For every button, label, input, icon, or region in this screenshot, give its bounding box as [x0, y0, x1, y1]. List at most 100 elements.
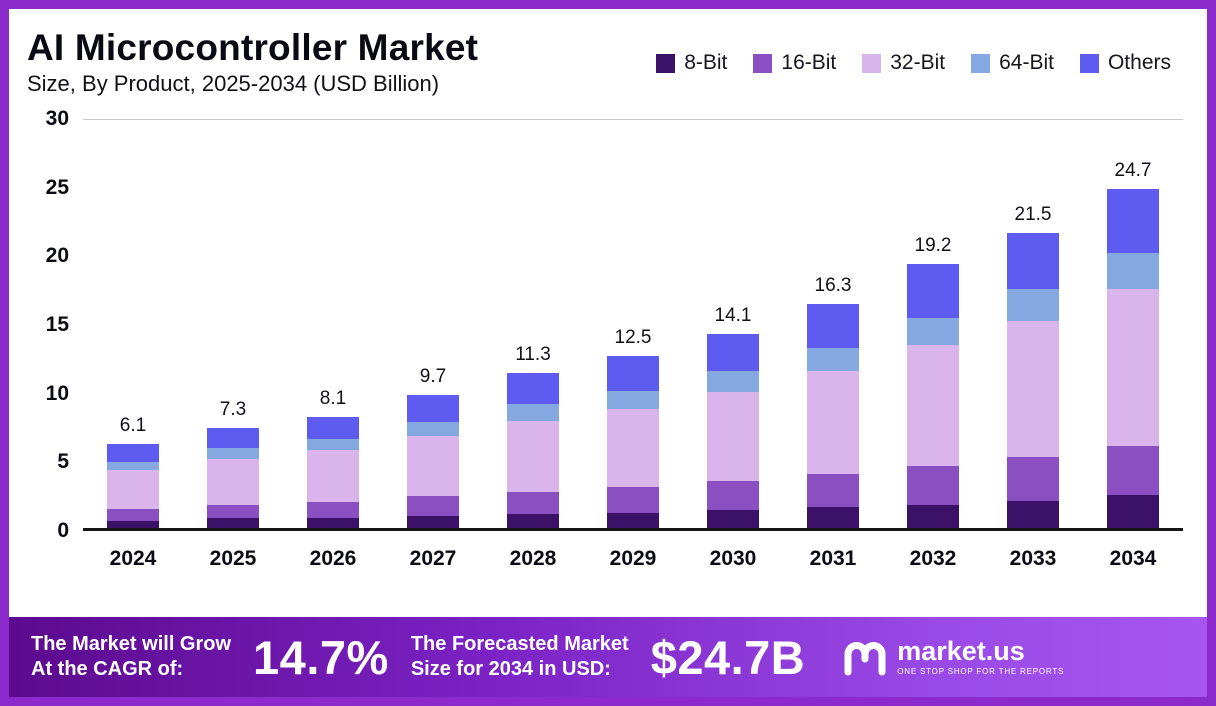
- bar-segment-8-bit-2028: [507, 514, 559, 528]
- y-tick-0: 0: [57, 519, 69, 542]
- bar-stack-2028: [507, 372, 559, 528]
- bar-segment-32-bit-2033: [1007, 320, 1059, 457]
- x-axis: 2024 2025 2026 2027 2028 2029 2030 2031 2032 2033…: [83, 547, 1183, 571]
- x-label-2034: 2034: [1109, 547, 1157, 570]
- bar-segment-8-bit-2033: [1007, 500, 1059, 528]
- brand-tagline: ONE STOP SHOP FOR THE REPORTS: [897, 667, 1065, 677]
- bar-segment-64-bit-2027: [407, 422, 459, 436]
- bar-segment-32-bit-2026: [307, 449, 359, 502]
- legend-label: 64-Bit: [999, 51, 1054, 74]
- bar-segment-16-bit-2033: [1007, 456, 1059, 501]
- bar-stack-2033: [1007, 232, 1059, 528]
- bar-total-label-2024: 6.1: [119, 415, 147, 437]
- market-us-logo-icon: [844, 642, 886, 676]
- bar-column-2029: 12.5: [583, 120, 683, 528]
- y-tick-20: 20: [45, 244, 69, 268]
- x-label-2029: 2029: [609, 547, 657, 570]
- bar-segment-others-2027: [407, 394, 459, 423]
- legend-item-16-bit: 16-Bit: [753, 51, 836, 75]
- bar-total-label-2033: 21.5: [1014, 203, 1052, 225]
- legend-item-32-bit: 32-Bit: [862, 51, 945, 75]
- bar-segment-8-bit-2032: [907, 504, 959, 528]
- y-tick-5: 5: [57, 450, 69, 474]
- brand-name: market.us: [897, 636, 1025, 667]
- x-label-2033: 2033: [1009, 547, 1057, 570]
- bar-segment-16-bit-2025: [207, 504, 259, 519]
- bar-segment-32-bit-2031: [807, 371, 859, 475]
- bar-segment-others-2025: [207, 427, 259, 449]
- bar-segment-64-bit-2028: [507, 404, 559, 421]
- legend-swatch-16-bit: [753, 53, 773, 73]
- bar-segment-16-bit-2024: [107, 508, 159, 522]
- cagr-label-line2: At the CAGR of:: [31, 658, 184, 680]
- bar-column-2028: 11.3: [483, 120, 583, 528]
- bar-column-2024: 6.1: [83, 120, 183, 528]
- bar-segment-64-bit-2025: [207, 448, 259, 460]
- bar-segment-others-2028: [507, 372, 559, 405]
- bar-segment-64-bit-2032: [907, 317, 959, 346]
- bar-column-2027: 9.7: [383, 120, 483, 528]
- legend-item-8-bit: 8-Bit: [656, 51, 727, 75]
- bar-segment-8-bit-2034: [1107, 495, 1159, 528]
- market-us-brand: market.us ONE STOP SHOP FOR THE REPORTS: [841, 637, 1064, 677]
- chart-header: AI Microcontroller Market Size, By Produ…: [19, 21, 1183, 97]
- bar-stack-2034: [1107, 188, 1159, 528]
- cagr-label: The Market will Grow At the CAGR of:: [31, 632, 231, 682]
- bar-segment-8-bit-2031: [807, 507, 859, 528]
- bar-segment-32-bit-2024: [107, 470, 159, 509]
- bar-stack-2025: [207, 427, 259, 528]
- bar-stack-2026: [307, 416, 359, 528]
- title-block: AI Microcontroller Market Size, By Produ…: [27, 21, 478, 97]
- bar-segment-8-bit-2024: [107, 521, 159, 528]
- legend-swatch-others: [1079, 53, 1099, 73]
- plot-area: 6.1 7.3 8.1 9.7 11.3 12.5 14.1 16.3 19.2 21.5 24.7: [83, 119, 1183, 531]
- bar-segment-others-2024: [107, 444, 159, 463]
- bar-column-2031: 16.3: [783, 120, 883, 528]
- bar-segment-32-bit-2030: [707, 392, 759, 482]
- bar-segment-32-bit-2032: [907, 345, 959, 467]
- bar-segment-32-bit-2028: [507, 420, 559, 493]
- legend: 8-Bit 16-Bit 32-Bit 64-Bit Others: [656, 51, 1171, 75]
- bar-stack-2024: [107, 444, 159, 528]
- bar-segment-others-2032: [907, 264, 959, 318]
- bottom-banner: The Market will Grow At the CAGR of: 14.…: [9, 617, 1207, 697]
- x-label-2027: 2027: [409, 547, 457, 570]
- page-title: AI Microcontroller Market: [27, 27, 479, 68]
- bar-segment-64-bit-2024: [107, 462, 159, 471]
- legend-swatch-32-bit: [862, 53, 882, 73]
- bar-segment-others-2030: [707, 334, 759, 372]
- y-tick-30: 30: [45, 107, 69, 130]
- bar-segment-32-bit-2034: [1107, 289, 1159, 446]
- bar-total-label-2032: 19.2: [914, 235, 952, 257]
- legend-swatch-8-bit: [656, 53, 676, 73]
- bar-segment-16-bit-2034: [1107, 445, 1159, 496]
- bar-total-label-2028: 11.3: [515, 343, 551, 365]
- bar-segment-8-bit-2027: [407, 515, 459, 528]
- bar-segment-16-bit-2027: [407, 496, 459, 516]
- bar-segment-64-bit-2030: [707, 371, 759, 393]
- bar-segment-8-bit-2025: [207, 518, 259, 528]
- y-tick-10: 10: [45, 381, 69, 405]
- legend-label: 16-Bit: [781, 51, 837, 74]
- legend-label: Others: [1107, 51, 1171, 74]
- bar-segment-8-bit-2026: [307, 518, 359, 528]
- bar-stack-2031: [807, 304, 859, 528]
- chart-section: AI Microcontroller Market Size, By Produ…: [9, 9, 1207, 617]
- bar-stack-2029: [607, 356, 659, 528]
- y-axis: 0 5 10 15 20 25 30: [19, 107, 83, 542]
- bar-stack-2032: [907, 264, 959, 528]
- x-label-2031: 2031: [809, 547, 857, 570]
- legend-swatch-64-bit: [971, 53, 991, 73]
- bar-segment-others-2026: [307, 416, 359, 439]
- bar-stack-2027: [407, 394, 459, 528]
- bar-total-label-2029: 12.5: [614, 327, 652, 349]
- bar-stack-2030: [707, 334, 759, 528]
- stacked-bar-chart: 0 5 10 15 20 25 30 6.1 7.3 8.1 9.7 11.3 12.5 14.1 16.…: [19, 107, 1183, 542]
- bar-segment-64-bit-2031: [807, 348, 859, 372]
- bar-segment-64-bit-2033: [1007, 289, 1059, 321]
- bar-segment-16-bit-2031: [807, 474, 859, 508]
- bar-column-2025: 7.3: [183, 120, 283, 528]
- bar-segment-others-2034: [1107, 188, 1159, 254]
- bar-segment-16-bit-2028: [507, 492, 559, 515]
